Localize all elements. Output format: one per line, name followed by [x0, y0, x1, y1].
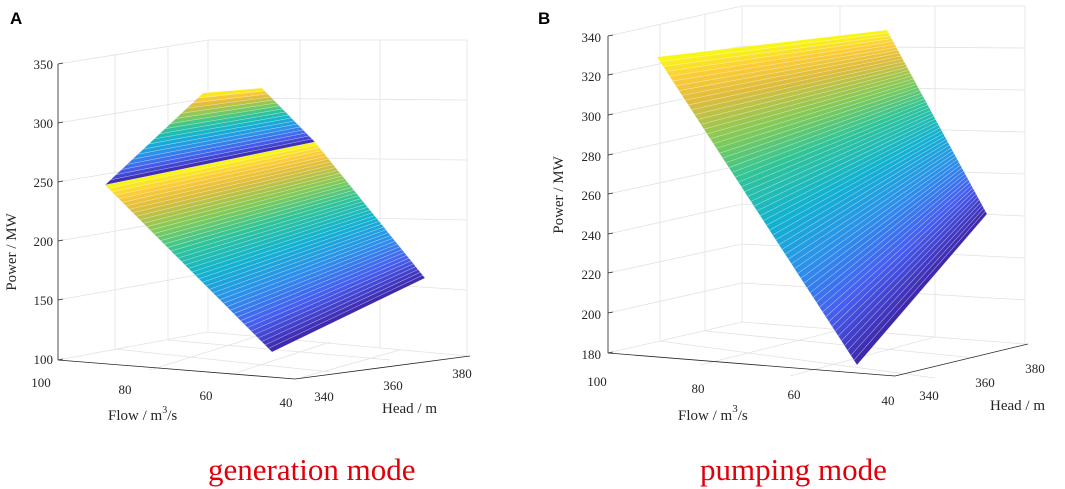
panel-a-y-ticks: 340 360 380	[314, 366, 472, 404]
panel-a-x-tick-label: 100	[31, 375, 51, 390]
panel-a-z-tick-label: 250	[34, 175, 54, 190]
panel-b-z-tick-label: 240	[582, 228, 602, 243]
panel-b-x-tick-label: 40	[882, 393, 895, 408]
panel-a-z-tick-label: 200	[34, 234, 54, 249]
panel-a-z-ticks: 100 150 200 250 300 350	[34, 57, 64, 367]
panel-a-letter: A	[10, 9, 22, 28]
panel-a-x-ticks: 100 80 60 40	[31, 375, 292, 410]
panel-b-x-tick-label: 80	[692, 381, 705, 396]
panel-b-z-tick-label: 260	[582, 188, 602, 203]
panel-b-letter: B	[538, 9, 550, 28]
panel-a-y-tick-label: 360	[383, 378, 403, 393]
panel-b-surface-band	[853, 210, 988, 366]
panel-a-x-tick-label: 60	[200, 388, 213, 403]
panel-a-y-tick-label: 340	[314, 389, 334, 404]
panel-b-x-tick-label: 60	[788, 387, 801, 402]
panel-b-y-axis-label: Head / m	[990, 398, 1045, 414]
panel-b-y-tick-label: 380	[1025, 361, 1045, 376]
panel-a-caption: generation mode	[208, 452, 415, 487]
panel-a-z-tick-label: 350	[34, 57, 54, 72]
panel-a-generation-mode: A	[4, 9, 472, 487]
panel-b-y-tick-label: 340	[919, 388, 939, 403]
panel-b-x-tick-label: 100	[587, 374, 607, 389]
panel-b-y-tick-label: 360	[975, 375, 995, 390]
panel-a-z-tick-label: 150	[34, 293, 54, 308]
panel-b-caption: pumping mode	[700, 452, 887, 487]
panel-a-x-axis-label: Flow / m3/s	[108, 405, 177, 424]
panel-a-z-tick-label: 100	[34, 352, 54, 367]
panel-b-x-axis-label: Flow / m3/s	[678, 403, 748, 424]
panel-a-y-axis-label: Head / m	[382, 401, 437, 417]
panel-a-surface-band	[267, 274, 426, 353]
panel-b-z-axis-label: Power / MW	[551, 155, 567, 233]
panel-b-y-ticks: 340 360 380	[919, 361, 1045, 403]
panel-a-x-tick-label: 40	[280, 395, 293, 410]
panel-b-z-tick-label: 340	[582, 30, 602, 45]
panel-a-z-tick-label: 300	[34, 116, 54, 131]
panel-a-y-tick-label: 380	[452, 366, 472, 381]
panel-b-surface	[656, 29, 988, 366]
panel-b-pumping-mode: B	[538, 5, 1045, 487]
panel-b-x-ticks: 100 80 60 40	[587, 374, 894, 408]
panel-b-z-tick-label: 280	[582, 149, 602, 164]
panel-b-z-tick-label: 300	[582, 109, 602, 124]
panel-a-axes	[57, 64, 471, 380]
panel-a-z-axis-label: Power / MW	[4, 212, 20, 290]
panel-a-surface	[104, 87, 426, 353]
panel-b-z-tick-label: 180	[582, 347, 602, 362]
panel-b-z-ticks: 180 200 220 240 260 280 300 320 340	[582, 30, 614, 362]
panel-b-z-tick-label: 200	[582, 307, 602, 322]
panel-b-axes	[607, 36, 1029, 377]
panel-a-x-tick-label: 80	[119, 382, 132, 397]
panel-b-z-tick-label: 320	[582, 69, 602, 84]
panel-b-z-tick-label: 220	[582, 267, 602, 282]
